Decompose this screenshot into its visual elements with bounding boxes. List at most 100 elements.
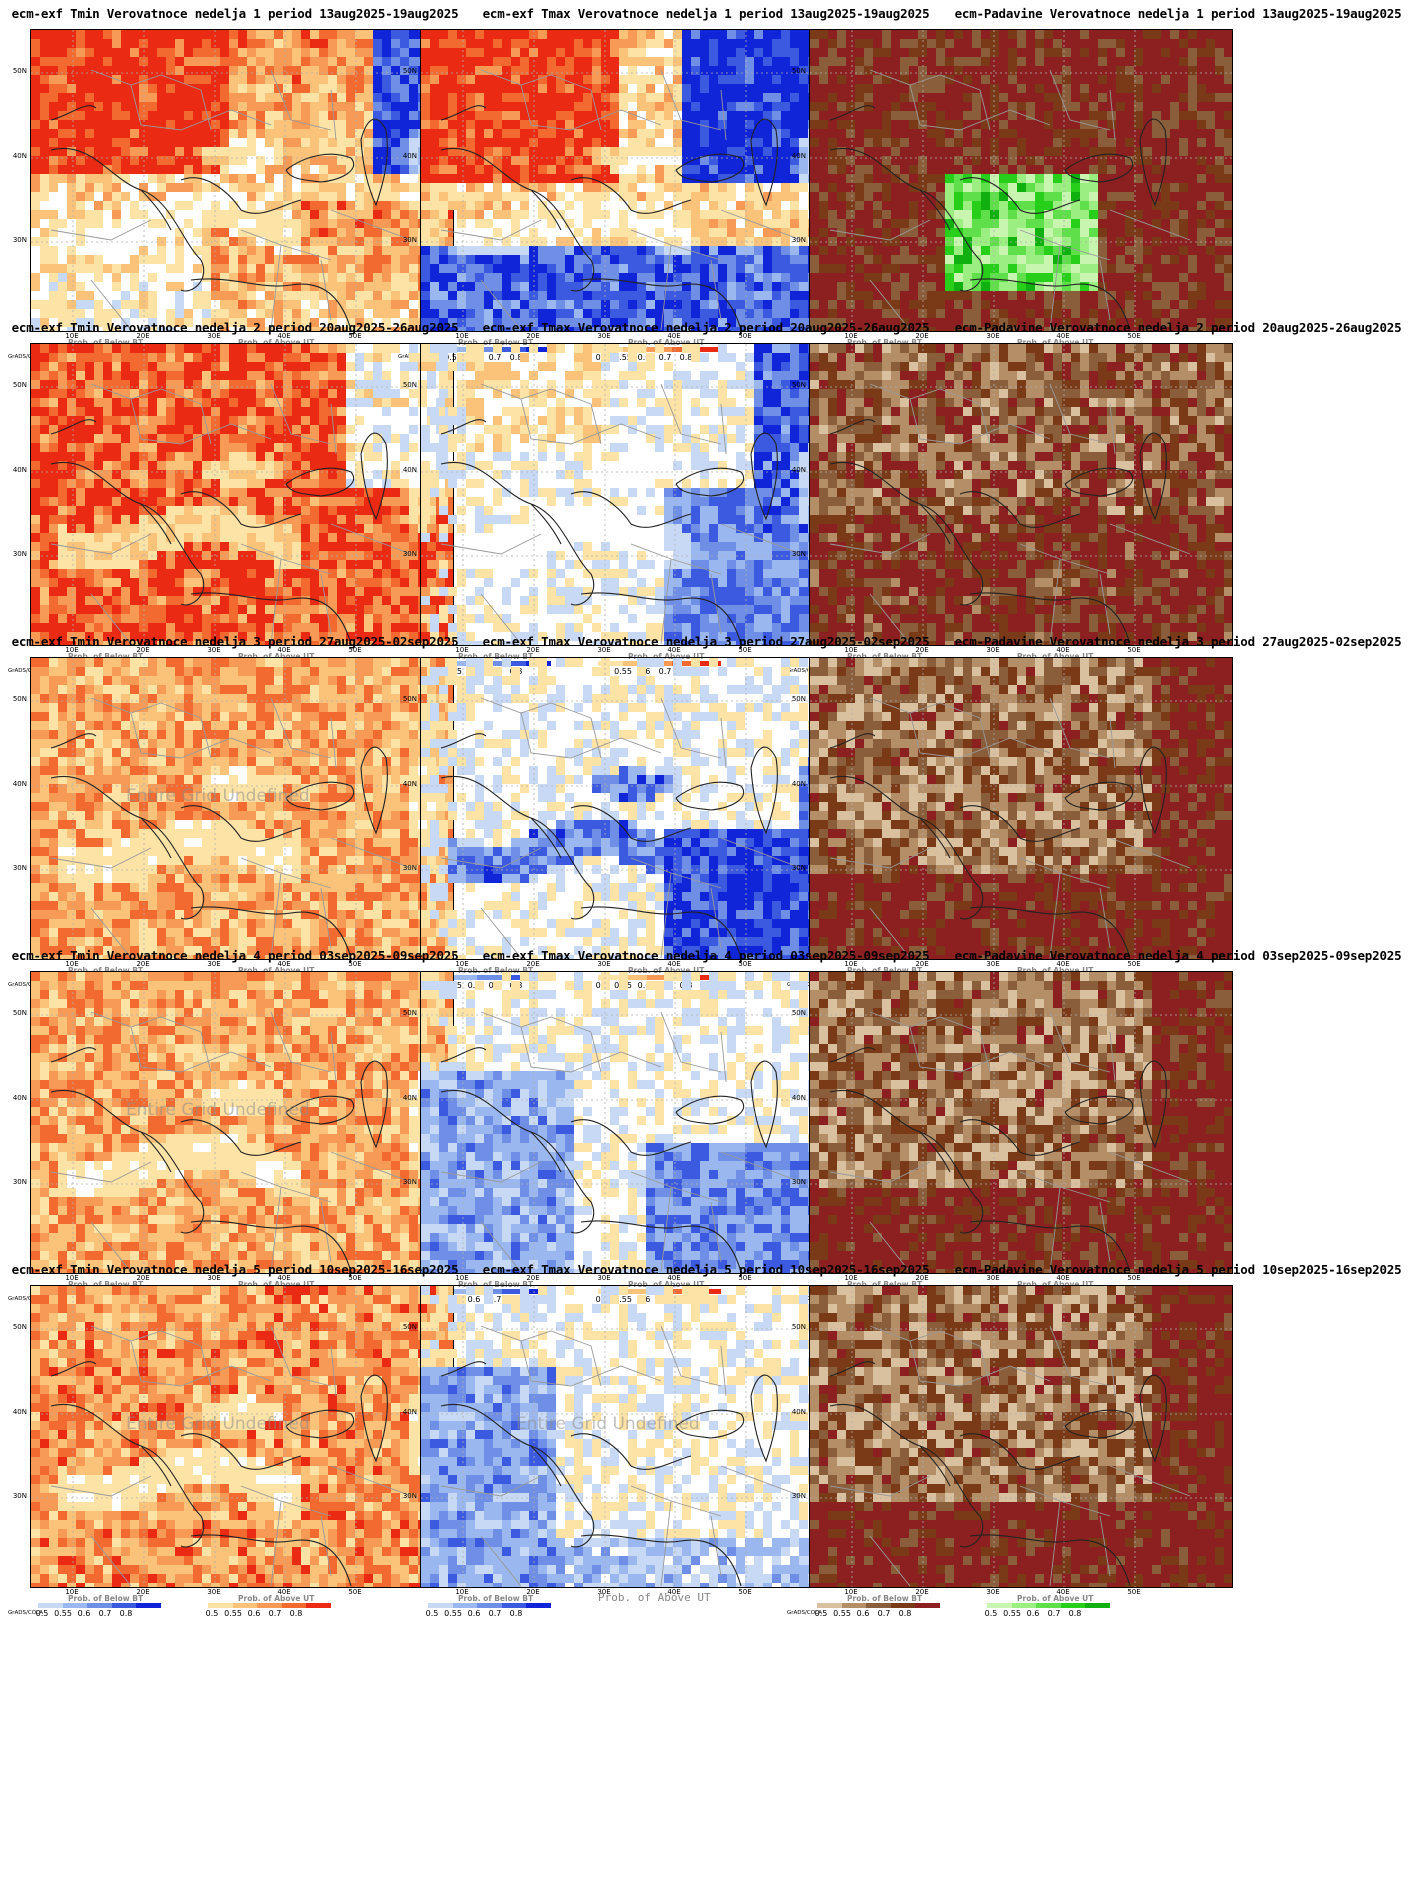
grid-cell	[790, 264, 799, 273]
grid-cell	[400, 111, 409, 120]
grid-cell	[247, 282, 256, 291]
grid-cell	[157, 66, 166, 75]
grid-cell	[682, 75, 691, 84]
grid-cell	[1026, 201, 1035, 210]
grid-cell	[547, 246, 556, 255]
grid-cell	[1179, 201, 1188, 210]
grid-cell	[682, 246, 691, 255]
grid-cell	[1188, 129, 1197, 138]
grid-cell	[927, 174, 936, 183]
grid-cell	[373, 344, 382, 353]
grid-cell	[1089, 282, 1098, 291]
grid-cell	[601, 165, 610, 174]
grid-cell	[819, 156, 828, 165]
grid-cell	[130, 30, 139, 39]
grid-cell	[664, 183, 673, 192]
grid-cell	[1188, 237, 1197, 246]
grid-cell	[1206, 201, 1215, 210]
grid-cell	[466, 192, 475, 201]
grid-cell	[430, 129, 439, 138]
grid-cell	[691, 39, 700, 48]
grid-cell	[819, 273, 828, 282]
grid-cell	[76, 129, 85, 138]
grid-cell	[1134, 201, 1143, 210]
grid-cell	[103, 84, 112, 93]
grid-cell	[810, 201, 819, 210]
grid-cell	[49, 57, 58, 66]
grid-cell	[1062, 57, 1071, 66]
grid-cell	[1170, 192, 1179, 201]
grid-cell	[1017, 174, 1026, 183]
grid-cell	[936, 93, 945, 102]
grid-cell	[103, 389, 112, 398]
grid-cell	[981, 210, 990, 219]
grid-cell	[85, 75, 94, 84]
grid-cell	[745, 30, 754, 39]
grid-cell	[574, 111, 583, 120]
grid-cell	[148, 362, 157, 371]
grid-cell	[256, 39, 265, 48]
grid-cell	[873, 111, 882, 120]
grid-cell	[1107, 327, 1116, 331]
grid-cell	[1224, 111, 1232, 120]
grid-cell	[292, 273, 301, 282]
grid-cell	[166, 48, 175, 57]
grid-cell	[1071, 102, 1080, 111]
grid-cell	[610, 48, 619, 57]
grid-cell	[184, 147, 193, 156]
grid-cell	[1116, 156, 1125, 165]
grid-cell	[220, 398, 229, 407]
grid-cell	[1026, 300, 1035, 309]
grid-cell	[682, 84, 691, 93]
grid-cell	[439, 48, 448, 57]
grid-cell	[900, 120, 909, 129]
grid-cell	[355, 201, 364, 210]
grid-cell	[421, 273, 430, 282]
grid-cell	[1206, 30, 1215, 39]
grid-cell	[1080, 273, 1089, 282]
grid-cell	[718, 165, 727, 174]
grid-cell	[1206, 255, 1215, 264]
grid-cell	[763, 201, 772, 210]
grid-cell	[700, 237, 709, 246]
grid-cell	[265, 398, 274, 407]
grid-cell	[448, 39, 457, 48]
grid-cell	[355, 398, 364, 407]
grid-cell	[328, 183, 337, 192]
grid-cell	[76, 219, 85, 228]
grid-cell	[547, 147, 556, 156]
grid-cell	[1179, 192, 1188, 201]
grid-cell	[283, 102, 292, 111]
grid-cell	[445, 371, 453, 380]
grid-cell	[400, 120, 409, 129]
grid-cell	[1080, 102, 1089, 111]
grid-cell	[67, 75, 76, 84]
grid-cell	[445, 389, 453, 398]
grid-cell	[999, 309, 1008, 318]
grid-cell	[673, 237, 682, 246]
grid-cell	[346, 362, 355, 371]
longitude-tick-label: 40E	[277, 332, 290, 340]
grid-cell	[1179, 102, 1188, 111]
grid-cell	[583, 192, 592, 201]
grid-cell	[337, 30, 346, 39]
grid-cell	[130, 138, 139, 147]
grid-cell	[139, 57, 148, 66]
grid-cell	[772, 111, 781, 120]
grid-cell	[855, 282, 864, 291]
grid-cell	[610, 228, 619, 237]
grid-cell	[1179, 165, 1188, 174]
grid-cell	[1170, 237, 1179, 246]
grid-cell	[1215, 273, 1224, 282]
grid-cell	[1017, 327, 1026, 331]
grid-cell	[799, 264, 808, 273]
grid-cell	[1134, 327, 1143, 331]
grid-cell	[1053, 255, 1062, 264]
grid-cell	[157, 389, 166, 398]
colorbar-swatch	[526, 347, 551, 352]
grid-cell	[1125, 192, 1134, 201]
grid-cell	[166, 165, 175, 174]
grid-cell	[772, 102, 781, 111]
grid-cell	[220, 39, 229, 48]
grid-cell	[781, 237, 790, 246]
